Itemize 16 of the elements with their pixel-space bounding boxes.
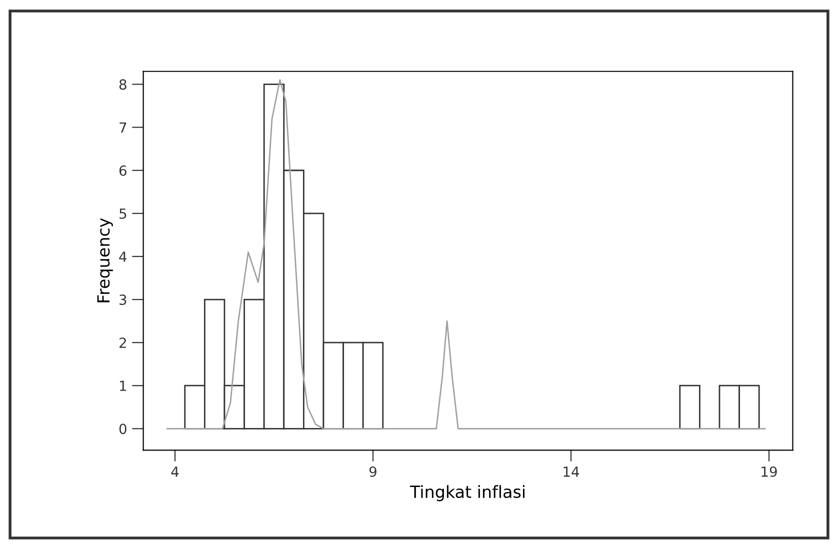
x-axis-title: Tingkat inflasi xyxy=(410,485,524,502)
y-axis-title: Frequency xyxy=(97,218,113,302)
y-tick-label: 1 xyxy=(120,380,126,391)
y-tick-label: 4 xyxy=(119,252,127,262)
y-tick-label: 7 xyxy=(120,122,126,133)
x-tick-label: 19 xyxy=(762,466,777,477)
line-series xyxy=(166,79,766,430)
y-tick-label: 0 xyxy=(119,424,126,434)
x-tick-label: 14 xyxy=(564,466,580,477)
x-tick-label: 4 xyxy=(171,466,179,477)
y-tick-label: 2 xyxy=(120,338,126,348)
x-tick-label: 9 xyxy=(369,466,376,477)
y-tick-label: 6 xyxy=(119,165,126,176)
y-tick-label: 8 xyxy=(119,79,126,90)
y-tick-label: 3 xyxy=(120,294,126,305)
y-tick-label: 5 xyxy=(120,208,126,219)
